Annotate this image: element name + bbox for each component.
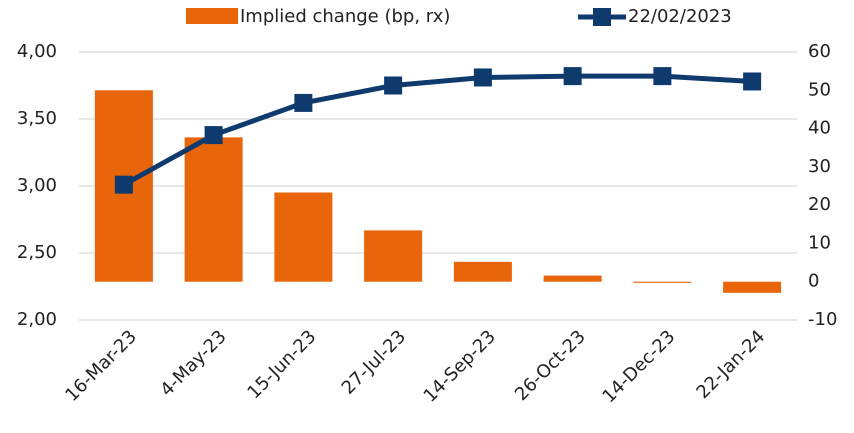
y-tick-label: 4,00 (17, 41, 57, 62)
x-tick-label: 15-Jun-23 (243, 326, 320, 403)
legend-label: Implied change (bp, rx) (240, 6, 450, 27)
line-marker (384, 76, 403, 95)
legend-swatch (186, 8, 238, 24)
y2-tick-label: 10 (808, 232, 831, 253)
y-tick-label: 2,50 (17, 242, 57, 263)
y-tick-label: 3,00 (17, 175, 57, 196)
bar (364, 230, 423, 282)
y2-tick-label: -10 (808, 309, 837, 330)
y2-tick-label: 40 (808, 118, 831, 139)
line-marker (563, 67, 582, 86)
bar (453, 261, 512, 282)
y2-tick-label: 0 (808, 271, 819, 292)
x-tick-label: 14-Sep-23 (420, 326, 500, 406)
line-marker (204, 126, 223, 145)
line-marker (743, 72, 762, 91)
x-tick-label: 26-Oct-23 (511, 326, 590, 405)
bar (543, 275, 602, 282)
legend-label: 22/02/2023 (628, 6, 732, 27)
line-marker (294, 93, 313, 112)
legend-swatch (593, 8, 611, 26)
x-tick-label: 14-Dec-23 (598, 326, 679, 407)
y-tick-label: 3,50 (17, 108, 57, 129)
x-tick-label: 16-Mar-23 (61, 326, 141, 406)
y2-tick-label: 30 (808, 156, 831, 177)
bar (184, 137, 243, 282)
line-marker (473, 68, 492, 87)
line-marker (114, 175, 133, 194)
bar (633, 281, 692, 283)
y-tick-label: 2,00 (17, 309, 57, 330)
y2-tick-label: 50 (808, 79, 831, 100)
bar (723, 281, 782, 293)
line (122, 73, 753, 187)
bar (274, 192, 333, 282)
x-tick-label: 27-Jul-23 (338, 326, 411, 399)
y2-tick-label: 60 (808, 41, 831, 62)
x-tick-label: 4-May-23 (156, 326, 230, 400)
x-tick-label: 22-Jan-24 (692, 326, 769, 403)
y2-tick-label: 20 (808, 194, 831, 215)
line-marker (653, 67, 672, 86)
